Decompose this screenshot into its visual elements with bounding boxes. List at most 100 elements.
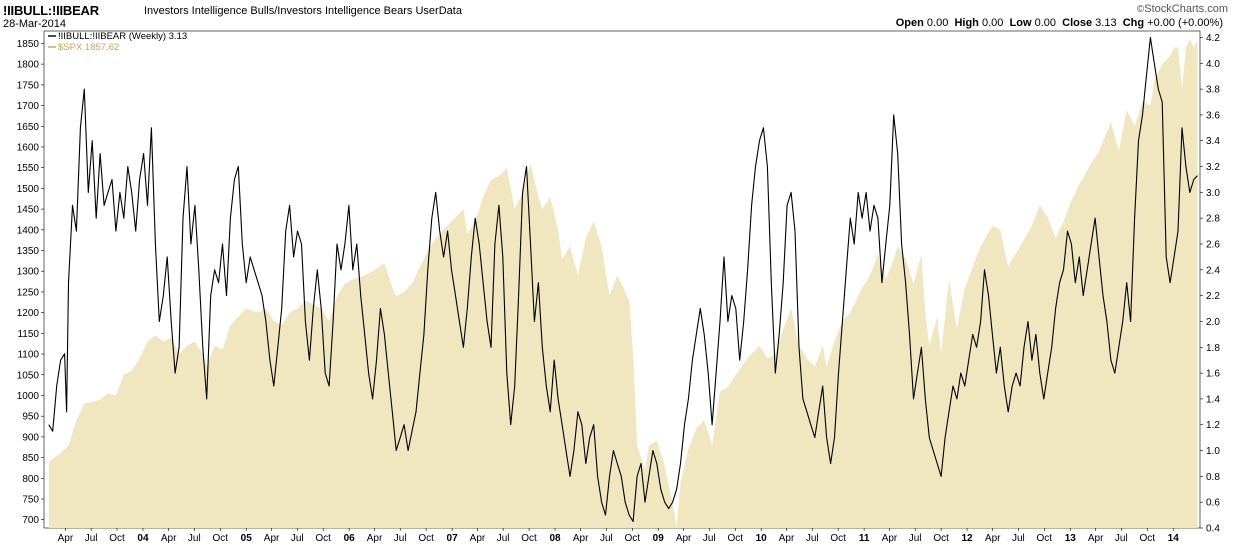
- x-tick-label: Apr: [58, 533, 74, 544]
- x-tick-label: 14: [1168, 533, 1180, 544]
- left-tick-label: 1650: [17, 122, 40, 133]
- x-tick-label: Apr: [264, 533, 280, 544]
- spx-area-series: [48, 39, 1198, 529]
- chg-label: Chg: [1122, 17, 1145, 29]
- x-axis: Apr Jul Oct 04 Apr Jul Oct 05 Apr Jul Oct 06 Apr Jul O…: [58, 528, 1180, 544]
- left-tick-label: 950: [22, 412, 39, 423]
- x-tick-label: Apr: [779, 533, 795, 544]
- left-tick-label: 1000: [17, 391, 40, 402]
- left-tick-label: 1450: [17, 205, 40, 216]
- x-tick-label: Apr: [882, 533, 898, 544]
- x-tick-label: 13: [1065, 533, 1077, 544]
- x-tick-label: 04: [137, 533, 149, 544]
- low-label: Low: [1009, 17, 1032, 29]
- right-tick-label: 1.8: [1206, 343, 1220, 354]
- x-tick-label: Apr: [573, 533, 589, 544]
- left-tick-label: 750: [22, 495, 39, 506]
- brand-text: StockCharts.com: [1144, 3, 1228, 15]
- description-text: Investors Intelligence Bulls/Investors I…: [144, 5, 413, 17]
- close-value: 3.13: [1095, 17, 1117, 29]
- right-tick-label: 4.0: [1206, 59, 1220, 70]
- left-tick-label: 800: [22, 474, 39, 485]
- left-tick-label: 1100: [17, 350, 39, 361]
- left-tick-label: 1800: [17, 60, 40, 71]
- x-tick-label: Oct: [212, 533, 228, 544]
- x-tick-label: Oct: [315, 533, 331, 544]
- x-tick-label: Jul: [703, 533, 716, 544]
- chart-header: !IIBULL:!IIBEAR Investors Intelligence B…: [0, 0, 1240, 30]
- left-tick-label: 1150: [17, 329, 39, 340]
- left-tick-label: 900: [22, 432, 39, 443]
- x-tick-label: 05: [241, 533, 253, 544]
- chg-value: +0.00 (+0.00%): [1147, 17, 1223, 29]
- right-tick-label: 2.8: [1206, 214, 1220, 225]
- right-tick-label: 1.6: [1206, 369, 1220, 380]
- x-tick-label: 09: [653, 533, 665, 544]
- x-tick-label: 08: [549, 533, 561, 544]
- right-tick-label: 1.2: [1206, 420, 1220, 431]
- low-value: 0.00: [1034, 17, 1056, 29]
- brand-label[interactable]: ©StockCharts.com: [1137, 3, 1228, 15]
- legend-label: $SPX 1857.62: [58, 42, 119, 53]
- x-tick-label: Jul: [85, 533, 98, 544]
- legend: !IIBULL:!IIBEAR (Weekly) 3.13$SPX 1857.6…: [48, 31, 187, 53]
- left-tick-label: 1550: [17, 163, 40, 174]
- right-tick-label: 3.0: [1206, 188, 1220, 199]
- x-tick-label: Apr: [676, 533, 692, 544]
- right-tick-label: 2.2: [1206, 291, 1220, 302]
- left-tick-label: 1200: [17, 308, 40, 319]
- right-tick-label: 3.8: [1206, 85, 1220, 96]
- left-tick-label: 1750: [17, 80, 40, 91]
- left-tick-label: 1600: [17, 142, 40, 153]
- ratio-line-series: [48, 36, 1198, 523]
- legend-label: !IIBULL:!IIBEAR (Weekly) 3.13: [58, 31, 187, 42]
- left-tick-label: 1700: [17, 101, 40, 112]
- x-tick-label: 06: [344, 533, 356, 544]
- x-tick-label: Jul: [909, 533, 922, 544]
- x-tick-label: Apr: [470, 533, 486, 544]
- x-tick-label: Oct: [521, 533, 537, 544]
- left-tick-label: 850: [22, 453, 39, 464]
- x-tick-label: Oct: [727, 533, 743, 544]
- right-tick-label: 3.2: [1206, 162, 1220, 173]
- left-tick-label: 700: [22, 515, 39, 526]
- x-tick-label: Apr: [1088, 533, 1104, 544]
- left-tick-label: 1250: [17, 287, 40, 298]
- x-tick-label: Jul: [291, 533, 304, 544]
- x-tick-label: Jul: [188, 533, 201, 544]
- x-tick-label: Apr: [161, 533, 177, 544]
- symbol-description: Investors Intelligence Bulls/Investors I…: [144, 5, 462, 17]
- x-tick-label: 12: [961, 533, 973, 544]
- x-tick-label: Oct: [830, 533, 846, 544]
- left-tick-label: 1350: [17, 246, 40, 257]
- right-tick-label: 0.4: [1206, 524, 1220, 535]
- x-tick-label: Oct: [1139, 533, 1155, 544]
- right-axis: 0.4 0.6 0.8 1.0 1.2 1.4 1.6 1.8 2.0 2.2 2.4 2.6 2.8 3…: [1200, 33, 1220, 535]
- chart-date: 28-Mar-2014: [3, 18, 66, 30]
- x-tick-label: Apr: [985, 533, 1001, 544]
- x-tick-label: Oct: [418, 533, 434, 544]
- x-tick-label: Apr: [367, 533, 383, 544]
- x-tick-label: Jul: [1115, 533, 1128, 544]
- x-tick-label: Oct: [933, 533, 949, 544]
- x-tick-label: 07: [447, 533, 459, 544]
- high-label: High: [954, 17, 979, 29]
- open-value: 0.00: [926, 17, 949, 29]
- plot-area: [43, 30, 1201, 529]
- x-tick-label: Jul: [1012, 533, 1025, 544]
- x-tick-label: Oct: [109, 533, 125, 544]
- right-tick-label: 4.2: [1206, 33, 1220, 44]
- source-tag: UserData: [415, 5, 462, 17]
- x-tick-label: Oct: [625, 533, 641, 544]
- right-tick-label: 2.4: [1206, 265, 1220, 276]
- left-axis: 700 750 800 850 900 950 1000 1050 1100 1150 1200 12…: [17, 39, 44, 526]
- right-tick-label: 3.4: [1206, 136, 1220, 147]
- x-tick-label: Jul: [600, 533, 613, 544]
- ohlc-readout: Open 0.00 High 0.00 Low 0.00 Close 3.13 …: [896, 17, 1223, 29]
- left-tick-label: 1500: [17, 184, 40, 195]
- right-tick-label: 2.6: [1206, 240, 1220, 251]
- x-tick-label: 10: [756, 533, 768, 544]
- left-tick-label: 1400: [17, 225, 40, 236]
- left-tick-label: 1300: [17, 267, 40, 278]
